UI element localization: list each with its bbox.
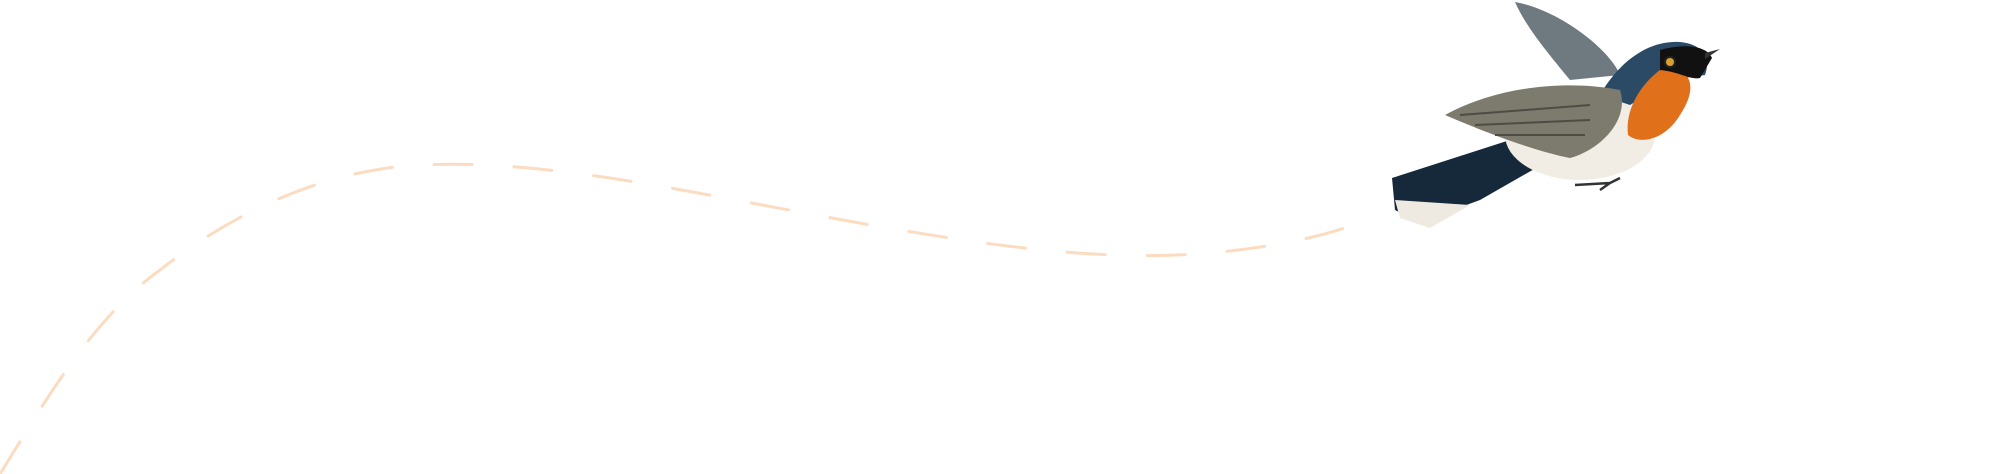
bird-illustration [1392, 2, 1720, 228]
dashed-flight-path [0, 162, 1362, 474]
